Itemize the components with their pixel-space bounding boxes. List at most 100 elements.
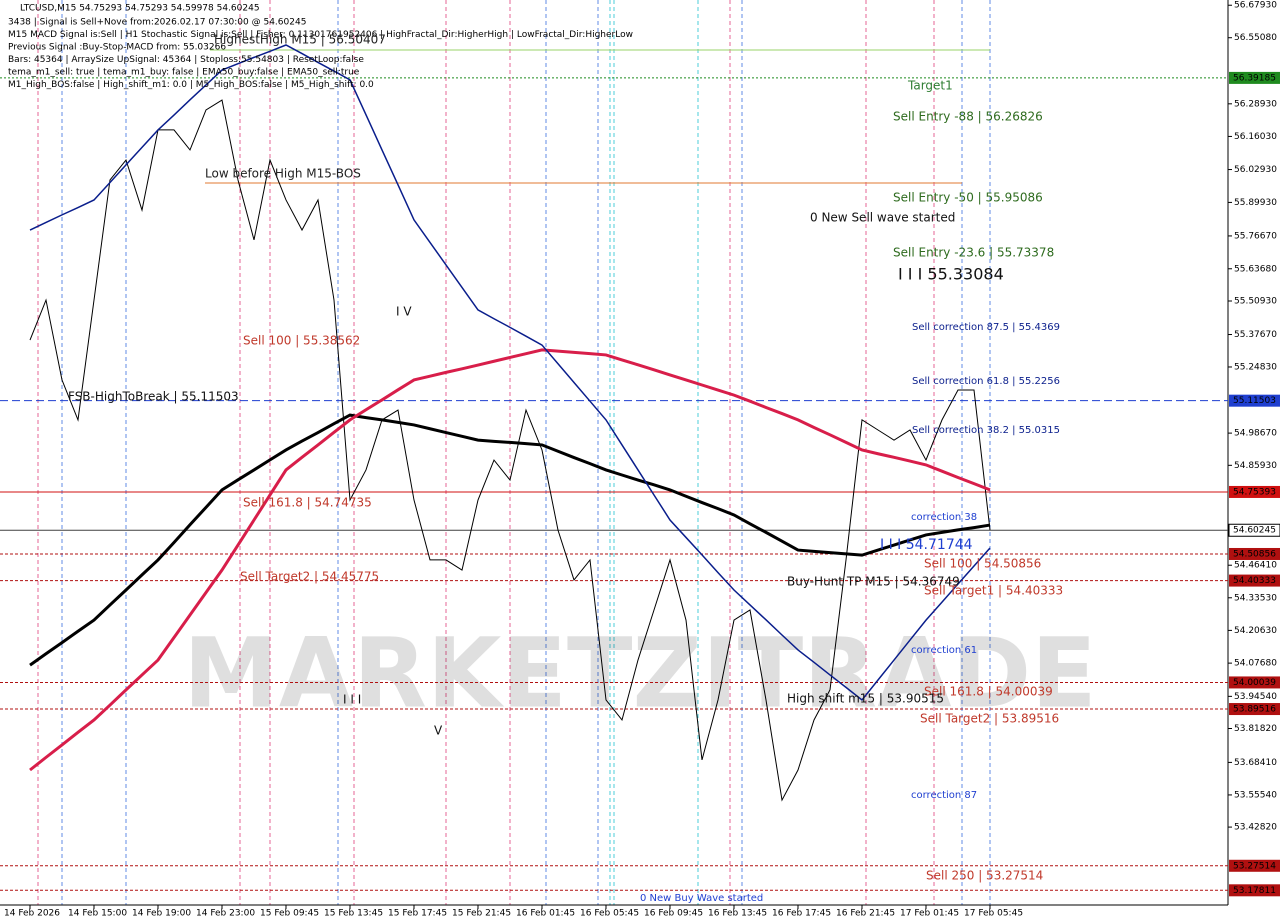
annotation: Sell 161.8 | 54.74735 xyxy=(243,496,372,510)
annotation: HighestHigh M15 | 56.50407 xyxy=(214,33,386,47)
x-tick-label: 14 Feb 2026 xyxy=(4,909,60,919)
y-tick-label: 55.37670 xyxy=(1234,330,1277,340)
y-tick-label: 55.50930 xyxy=(1234,297,1277,307)
price-label: 53.27514 xyxy=(1233,861,1276,871)
info-line: Bars: 45364 | ArraySize UpSignal: 45364 … xyxy=(8,55,364,65)
annotation: I V xyxy=(396,305,412,319)
annotation: Sell Target1 | 54.40333 xyxy=(924,584,1063,598)
x-tick-label: 16 Feb 21:45 xyxy=(836,909,895,919)
y-tick-label: 56.55080 xyxy=(1234,33,1277,43)
y-tick-label: 56.02930 xyxy=(1234,165,1277,175)
y-tick-label: 56.67930 xyxy=(1234,1,1277,11)
watermark: MARKETZITRADE xyxy=(183,617,1097,729)
x-tick-label: 14 Feb 23:00 xyxy=(196,909,255,919)
annotation: Sell 100 | 54.50856 xyxy=(924,557,1041,571)
price-label: 55.11503 xyxy=(1233,396,1276,406)
price-label: 54.50856 xyxy=(1233,549,1276,559)
price-box xyxy=(1228,523,1280,537)
y-tick-label: 54.33530 xyxy=(1234,593,1277,603)
x-tick-label: 17 Feb 05:45 xyxy=(964,909,1023,919)
annotation: correction 38 xyxy=(911,512,977,523)
price-label: 54.00039 xyxy=(1233,678,1276,688)
series-line xyxy=(29,44,991,702)
info-line: M1_High_BOS:false | High_shift_m1: 0.0 |… xyxy=(8,80,374,90)
price-label: 54.75393 xyxy=(1233,487,1276,497)
annotation: Target1 xyxy=(907,79,953,93)
series-line xyxy=(29,413,991,667)
x-tick-label: 16 Feb 01:45 xyxy=(516,909,575,919)
y-tick-label: 56.28930 xyxy=(1234,99,1277,109)
x-tick-label: 15 Feb 09:45 xyxy=(260,909,319,919)
annotation: Sell 100 | 55.38562 xyxy=(243,334,360,348)
x-tick-label: 16 Feb 17:45 xyxy=(772,909,831,919)
annotation: 0 New Buy Wave started xyxy=(640,893,763,904)
annotation: Sell Entry -23.6 | 55.73378 xyxy=(893,246,1054,260)
y-tick-label: 54.46410 xyxy=(1234,561,1277,571)
annotation: Sell Entry -50 | 55.95086 xyxy=(893,191,1043,205)
price-label: 56.39185 xyxy=(1233,73,1276,83)
price-label: 54.60245 xyxy=(1233,526,1276,536)
price-label: 54.40333 xyxy=(1233,576,1276,586)
price-box xyxy=(1229,574,1280,587)
y-tick-label: 54.85930 xyxy=(1234,461,1277,471)
x-tick-label: 14 Feb 19:00 xyxy=(132,909,191,919)
x-tick-label: 15 Feb 21:45 xyxy=(452,909,511,919)
y-tick-label: 53.81820 xyxy=(1234,724,1277,734)
annotation: Buy-Hunt TP M15 | 54.36749 xyxy=(787,575,960,589)
x-tick-label: 16 Feb 13:45 xyxy=(708,909,767,919)
annotation: FSB-HighToBreak | 55.11503 xyxy=(68,390,239,404)
y-tick-label: 55.63680 xyxy=(1234,264,1277,274)
annotation: Low before High M15-BOS xyxy=(205,167,361,181)
annotation: Sell 250 | 53.27514 xyxy=(926,869,1043,883)
price-box xyxy=(1229,394,1280,407)
x-tick-label: 15 Feb 17:45 xyxy=(388,909,447,919)
price-label: 53.89516 xyxy=(1233,705,1276,715)
annotation: Sell correction 61.8 | 55.2256 xyxy=(912,376,1060,387)
annotation: I I I 54.71744 xyxy=(880,537,973,553)
y-tick-label: 54.20630 xyxy=(1234,626,1277,636)
annotation: Sell correction 87.5 | 55.4369 xyxy=(912,322,1060,333)
y-tick-label: 53.94540 xyxy=(1234,692,1277,702)
y-tick-label: 55.89930 xyxy=(1234,198,1277,208)
decorations xyxy=(37,0,991,905)
price-box xyxy=(1229,884,1280,897)
chart-title: LTCUSD,M15 54.75293 54.75293 54.59978 54… xyxy=(20,4,260,14)
price-box xyxy=(1229,676,1280,689)
annotation: I I I 55.33084 xyxy=(898,265,1004,284)
x-tick-label: 16 Feb 09:45 xyxy=(644,909,703,919)
y-tick-label: 53.55540 xyxy=(1234,790,1277,800)
info-line: M15 MACD Signal is:Sell | H1 Stochastic … xyxy=(8,30,633,40)
x-tick-label: 14 Feb 15:00 xyxy=(68,909,127,919)
annotation: correction 61 xyxy=(911,645,977,656)
annotation: High shift m15 | 53.90515 xyxy=(787,692,944,706)
info-line: Previous Signal :Buy-Stop-MACD from: 55.… xyxy=(8,43,226,53)
annotation: Sell Target2 | 53.89516 xyxy=(920,712,1059,726)
info-line: 3438 | Signal is Sell+Nove from:2026.02.… xyxy=(8,18,306,28)
annotation: I I I xyxy=(343,693,361,707)
y-tick-label: 55.76670 xyxy=(1234,231,1277,241)
price-box xyxy=(1229,859,1280,872)
annotation: Sell correction 38.2 | 55.0315 xyxy=(912,425,1060,436)
price-box xyxy=(1229,547,1280,560)
y-tick-label: 53.68410 xyxy=(1234,758,1277,768)
series-line xyxy=(29,348,991,772)
annotation: Sell Target2 | 54.45775 xyxy=(240,570,379,584)
price-box xyxy=(1229,71,1280,84)
annotation: Sell Entry -88 | 56.26826 xyxy=(893,110,1043,124)
price-label: 53.17811 xyxy=(1233,886,1276,896)
y-tick-label: 56.16030 xyxy=(1234,132,1277,142)
y-tick-label: 54.98670 xyxy=(1234,429,1277,439)
annotation: V xyxy=(434,724,443,738)
annotation: 0 New Sell wave started xyxy=(810,211,955,225)
info-line: tema_m1_sell: true | tema_m1_buy: false … xyxy=(8,68,360,78)
price-box xyxy=(1229,485,1280,498)
annotation: correction 87 xyxy=(911,790,977,801)
price-box xyxy=(1229,703,1280,716)
x-tick-label: 17 Feb 01:45 xyxy=(900,909,959,919)
annotation: Sell 161.8 | 54.00039 xyxy=(924,685,1053,699)
x-tick-label: 16 Feb 05:45 xyxy=(580,909,639,919)
series-line xyxy=(29,99,991,802)
